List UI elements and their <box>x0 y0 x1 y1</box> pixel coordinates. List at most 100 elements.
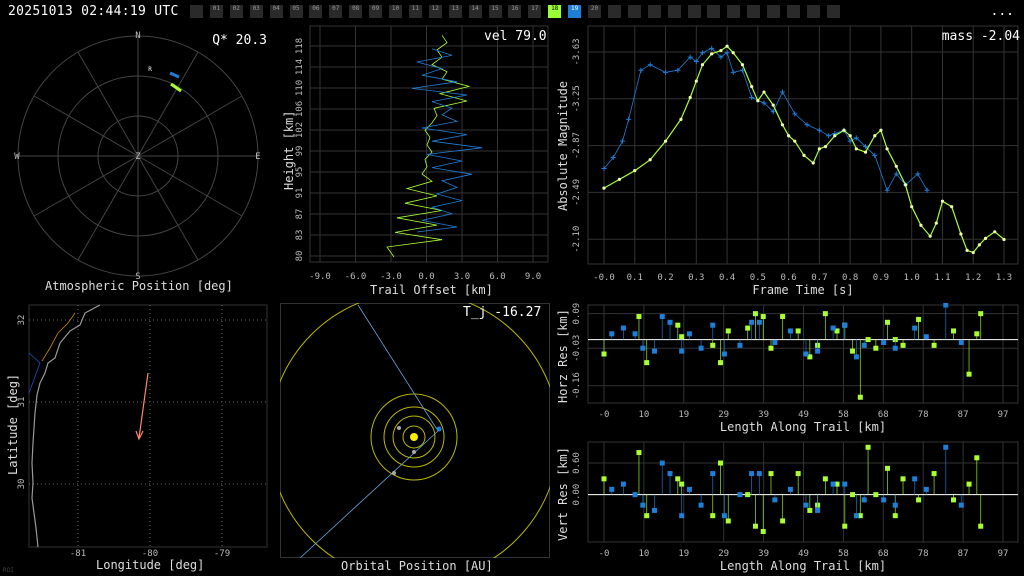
res-point-blue <box>892 502 898 508</box>
mag-point-blue <box>709 45 715 51</box>
res-xlabel: Length Along Trail [km] <box>720 559 886 573</box>
horizontal-residual-plot: -0 10 19 29 39 49 58 68 78 87 97 0.09 -0.03 -0.16 Leng… <box>556 303 1019 434</box>
mag-xtick: 1.3 <box>996 273 1012 283</box>
res-point-blue <box>659 314 665 320</box>
mag-point-green <box>710 52 714 56</box>
res-point-green <box>675 476 681 482</box>
mag-point-green <box>977 243 981 247</box>
camera-indicator[interactable]: 07 <box>329 5 343 18</box>
camera-indicator[interactable] <box>607 5 621 18</box>
res-point-green <box>857 513 863 519</box>
camera-indicator[interactable] <box>707 5 721 18</box>
mag-point-green <box>771 103 775 107</box>
camera-indicator[interactable]: 13 <box>448 5 462 18</box>
res-point-blue <box>943 303 949 308</box>
res-xtick: 10 <box>638 410 649 420</box>
res-point-blue <box>698 345 704 351</box>
map-frame <box>28 304 268 548</box>
res-point-blue <box>749 319 755 325</box>
camera-indicator[interactable]: 19 <box>568 5 582 18</box>
camera-indicator[interactable]: 02 <box>229 5 243 18</box>
res-point-blue <box>609 331 615 337</box>
res-point-green <box>807 507 813 513</box>
camera-indicator[interactable]: 09 <box>369 5 383 18</box>
res-point-green <box>884 465 890 471</box>
res-xtick: 78 <box>918 410 929 420</box>
camera-indicator[interactable] <box>747 5 761 18</box>
res-point-green <box>710 513 716 519</box>
height-ytick: 91 <box>295 188 305 199</box>
camera-indicator[interactable]: 03 <box>249 5 263 18</box>
camera-indicator[interactable] <box>806 5 820 18</box>
camera-indicator[interactable]: 11 <box>408 5 422 18</box>
camera-indicator[interactable]: 01 <box>209 5 223 18</box>
mag-xtick: 0.1 <box>627 273 643 283</box>
camera-indicator[interactable] <box>190 5 203 18</box>
mag-point-blue <box>779 89 785 95</box>
map-ytick: 31 <box>17 397 27 408</box>
mag-series-blue <box>603 47 928 192</box>
height-ytick: 118 <box>295 38 305 54</box>
res-point-blue <box>609 486 615 492</box>
res-point-green <box>966 481 972 487</box>
camera-indicator[interactable]: 16 <box>508 5 522 18</box>
camera-indicator[interactable]: 15 <box>488 5 502 18</box>
direction-zenith: Z <box>135 152 141 162</box>
green-track <box>170 82 182 93</box>
map-ylabel: Latitude [deg] <box>6 373 20 475</box>
mag-xtick: 1.1 <box>934 273 950 283</box>
res-point-blue <box>620 481 626 487</box>
camera-indicator[interactable] <box>727 5 741 18</box>
camera-indicator[interactable] <box>627 5 641 18</box>
camera-indicator[interactable]: 05 <box>289 5 303 18</box>
res-point-green <box>718 360 724 366</box>
camera-indicator[interactable] <box>667 5 681 18</box>
res-point-green <box>679 481 685 487</box>
mass-value: mass -2.04 <box>942 29 1020 44</box>
meteoroid-orbit-segment <box>357 304 439 432</box>
camera-indicator[interactable]: 17 <box>528 5 542 18</box>
camera-indicator[interactable] <box>647 5 661 18</box>
direction-w: W <box>14 152 20 162</box>
polar-spoke <box>77 155 139 261</box>
camera-indicator[interactable]: 04 <box>269 5 283 18</box>
camera-indicator[interactable]: 12 <box>428 5 442 18</box>
res-point-blue <box>958 339 964 345</box>
camera-indicator[interactable] <box>787 5 800 18</box>
map-plot: -81 -80 -79 32 31 30 <box>17 304 268 559</box>
res-point-green <box>760 528 766 534</box>
mag-point-blue <box>601 165 607 171</box>
camera-indicator[interactable]: 20 <box>588 5 601 18</box>
res-point-green <box>636 314 642 320</box>
res-point-green <box>892 513 898 519</box>
camera-indicator[interactable]: 14 <box>468 5 482 18</box>
polar-spoke <box>137 95 243 157</box>
camera-indicator[interactable]: 06 <box>309 5 323 18</box>
mag-point-blue <box>699 50 705 56</box>
camera-indicator[interactable] <box>687 5 701 18</box>
res-ytick: -0.03 <box>572 335 582 362</box>
mag-point-green <box>928 234 932 238</box>
res-point-green <box>974 331 980 337</box>
map-xlabel: Longitude [deg] <box>96 558 205 572</box>
camera-indicator[interactable]: 10 <box>389 5 402 18</box>
orbit-mars <box>370 393 458 481</box>
camera-indicator[interactable] <box>826 5 840 18</box>
height-xtick: -9.0 <box>309 272 331 282</box>
height-ytick: 99 <box>295 146 305 157</box>
res-point-blue <box>756 471 762 477</box>
res-point-blue <box>659 460 665 466</box>
mag-point-green <box>700 63 705 67</box>
mag-point-green <box>833 134 837 138</box>
map-ytick: 30 <box>17 479 27 490</box>
camera-indicator[interactable] <box>767 5 781 18</box>
mag-ylabel: Absolute Magnitude <box>556 81 570 211</box>
camera-indicator[interactable]: 18 <box>548 5 562 18</box>
res-point-green <box>745 492 751 498</box>
menu-button[interactable]: ... <box>990 4 1014 19</box>
res-point-blue <box>861 497 867 503</box>
mag-point-green <box>787 134 791 138</box>
res-point-green <box>834 328 840 334</box>
mag-point-green <box>971 250 975 255</box>
camera-indicator[interactable]: 08 <box>349 5 363 18</box>
